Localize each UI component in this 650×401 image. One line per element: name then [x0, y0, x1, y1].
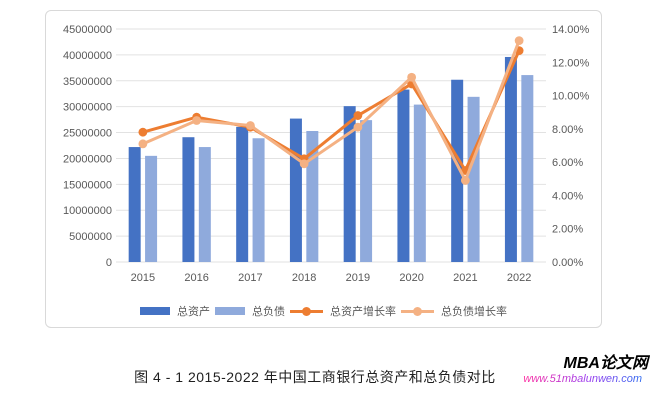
legend-item-asset-growth-rate: 总资产增长率: [290, 303, 396, 319]
y2-axis-tick-label: 4.00%: [552, 190, 583, 202]
bar-total-liabilities-2019: [360, 120, 373, 262]
watermark-url: www.51mbalunwen.com: [523, 373, 642, 386]
y2-axis-tick-label: 8.00%: [552, 124, 583, 136]
bar-total-assets-2022: [504, 56, 517, 263]
y-axis-tick-label: 15000000: [63, 179, 112, 191]
bar-total-assets-2016: [182, 137, 195, 262]
bar-total-assets-2018: [289, 118, 302, 262]
point-liability-growth-rate-2020: [407, 72, 417, 82]
x-axis-tick-label: 2017: [238, 272, 262, 284]
bar-total-assets-2019: [343, 106, 356, 262]
y-axis-tick-label: 10000000: [63, 205, 112, 217]
y-axis-tick-label: 30000000: [63, 102, 112, 114]
y2-axis-tick-label: 12.00%: [552, 57, 590, 69]
bar-total-assets-2020: [397, 89, 410, 262]
legend-label-asset-growth-rate: 总资产增长率: [330, 306, 396, 318]
bar-total-liabilities-2022: [521, 75, 534, 263]
legend-item-total-assets: 总资产: [140, 303, 210, 319]
legend-label-total-liabilities: 总负债: [252, 306, 285, 318]
line-asset-growth-rate: [141, 49, 521, 172]
x-axis-tick-label: 2016: [184, 272, 208, 284]
bar-total-assets-2021: [451, 79, 464, 263]
x-axis-tick-label: 2020: [399, 272, 423, 284]
y-axis-tick-label: 20000000: [63, 153, 112, 165]
point-liability-growth-rate-2021: [460, 176, 470, 185]
bar-total-assets-2017: [236, 126, 249, 262]
point-liability-growth-rate-2018: [299, 159, 309, 169]
chart-svg: 0 5000000 10000000 15000000 20000000 25000000…: [63, 24, 590, 284]
legend-label-total-assets: 总资产: [177, 306, 210, 318]
y-axis-tick-label: 5000000: [69, 231, 112, 243]
bar-total-liabilities-2016: [198, 147, 211, 262]
point-liability-growth-rate-2015: [138, 139, 148, 149]
liability-growth-dot-icon: [413, 306, 422, 316]
bar-total-liabilities-2018: [306, 131, 319, 262]
point-asset-growth-rate-2015: [138, 127, 148, 137]
y2-axis-tick-label: 14.00%: [552, 24, 590, 36]
y2-axis-tick-label: 2.00%: [552, 224, 583, 236]
legend-item-liability-growth-rate: 总负债增长率: [401, 303, 507, 319]
bar-total-assets-2015: [128, 147, 141, 262]
total-assets-swatch-icon: [140, 307, 170, 315]
y-axis-tick-label: 40000000: [63, 50, 112, 62]
legend-item-total-liabilities: 总负债: [215, 303, 285, 319]
point-liability-growth-rate-2019: [353, 122, 363, 132]
chart-legend: 总资产 总负债 总资产增长率 总负债增长率: [46, 302, 601, 320]
x-axis-tick-label: 2022: [507, 272, 531, 284]
x-axis-tick-label: 2018: [292, 272, 316, 284]
asset-growth-dot-icon: [302, 306, 311, 316]
y2-axis-tick-label: 0.00%: [552, 257, 583, 269]
y-axis-tick-label: 25000000: [63, 128, 112, 140]
watermark-brand: MBA论文网: [563, 355, 648, 372]
asset-growth-line-swatch-icon: [290, 306, 323, 316]
bar-total-liabilities-2015: [145, 155, 158, 262]
chart-panel: 0 5000000 10000000 15000000 20000000 25000000…: [45, 10, 602, 328]
bar-total-liabilities-2017: [252, 138, 265, 262]
x-axis-tick-label: 2019: [346, 272, 370, 284]
point-asset-growth-rate-2019: [353, 111, 363, 120]
y-axis-tick-label: 45000000: [63, 24, 112, 36]
figure-caption: 图 4 - 1 2015-2022 年中国工商银行总资产和总负债对比: [134, 369, 496, 385]
watermark: MBA论文网 www.51mbalunwen.com: [523, 355, 648, 386]
legend-label-liability-growth-rate: 总负债增长率: [441, 306, 507, 318]
x-axis-tick-label: 2021: [453, 272, 477, 284]
y2-axis-tick-label: 6.00%: [552, 157, 583, 169]
point-liability-growth-rate-2022: [514, 36, 524, 46]
y2-axis-tick-label: 10.00%: [552, 91, 590, 103]
bar-total-liabilities-2021: [467, 96, 480, 262]
liability-growth-line-swatch-icon: [401, 306, 434, 316]
bar-total-liabilities-2020: [413, 104, 426, 263]
x-axis-tick-label: 2015: [131, 272, 155, 284]
line-liability-growth-rate: [141, 39, 521, 182]
point-liability-growth-rate-2016: [192, 116, 202, 125]
y-axis-tick-label: 35000000: [63, 76, 112, 88]
y-axis-tick-label: 0: [106, 257, 112, 269]
total-liabilities-swatch-icon: [215, 307, 245, 315]
point-liability-growth-rate-2017: [245, 121, 255, 130]
